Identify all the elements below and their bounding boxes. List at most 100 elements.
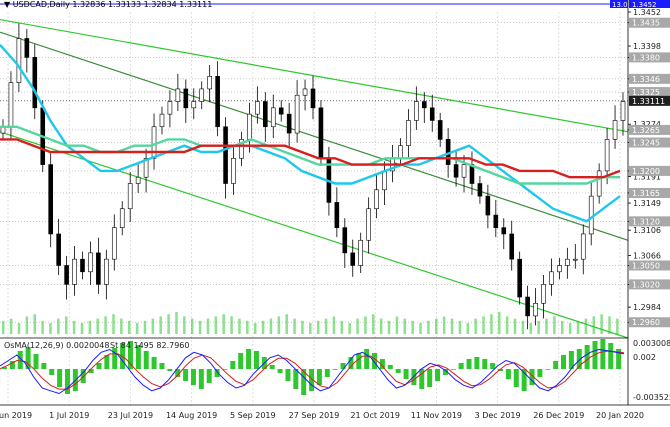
price-level-tag bbox=[629, 216, 670, 227]
time-tick-label: 1 Jul 2019 bbox=[49, 411, 89, 420]
osma-histogram-bar bbox=[104, 355, 110, 369]
volume-bar bbox=[387, 320, 391, 334]
price-level-tag bbox=[629, 52, 670, 63]
volume-bar bbox=[120, 318, 123, 334]
volume-bar bbox=[356, 318, 359, 334]
candles bbox=[0, 23, 626, 330]
candle-body bbox=[421, 101, 427, 109]
price-level-tag-label: 1.3435 bbox=[632, 19, 660, 28]
candle-body bbox=[191, 101, 197, 109]
candle-body bbox=[350, 252, 356, 266]
stochastic-line bbox=[0, 348, 625, 395]
volume-bar bbox=[419, 323, 422, 334]
osma-histogram-bar bbox=[348, 357, 354, 369]
price-level-tag-label: 1.3165 bbox=[632, 189, 660, 198]
price-level-tag bbox=[629, 317, 670, 328]
volume-bar bbox=[324, 318, 328, 334]
osma-histogram-bar bbox=[293, 369, 299, 389]
osma-histogram-bar bbox=[127, 341, 133, 369]
moving-averages bbox=[0, 44, 621, 223]
grid bbox=[7, 12, 621, 405]
volume-bar bbox=[592, 316, 596, 334]
oscillator-panel: OsMA(12,26,9) 0.0020048 St 84 1495 82.796… bbox=[0, 337, 670, 406]
time-tick-label: 17 Jun 2019 bbox=[0, 411, 32, 420]
top-marker-tag bbox=[610, 0, 628, 8]
candle-body bbox=[485, 195, 491, 216]
osma-histogram-bar bbox=[324, 369, 330, 377]
candle-body bbox=[72, 258, 77, 285]
volume-bar bbox=[364, 316, 367, 334]
osma-histogram-bar bbox=[198, 369, 204, 389]
osma-histogram-bar bbox=[2, 367, 7, 369]
osma-histogram-bar bbox=[269, 365, 275, 369]
volume-bar bbox=[238, 318, 241, 334]
osma-histogram-bar bbox=[143, 351, 149, 369]
volume-bar bbox=[458, 320, 462, 334]
volume-bar bbox=[222, 314, 225, 334]
candle-body bbox=[111, 227, 117, 260]
volume-bar bbox=[17, 323, 21, 334]
osma-histogram-bar bbox=[135, 345, 141, 369]
osma-histogram-bar bbox=[474, 357, 480, 369]
candle-body bbox=[80, 258, 85, 273]
stochastic-line bbox=[0, 350, 625, 390]
price-level-tag bbox=[629, 260, 670, 271]
price-level-tag-label: 1.2960 bbox=[632, 318, 660, 327]
price-level-tag-label: 1.3020 bbox=[632, 280, 660, 289]
osma-histogram-bar bbox=[230, 361, 236, 369]
osma-histogram-bar bbox=[285, 369, 291, 381]
price-level-tag bbox=[629, 137, 670, 148]
volume-bar bbox=[332, 316, 336, 334]
chart-header: ▼ USDCAD,Daily 1.32836 1.33133 1.32834 1… bbox=[4, 0, 212, 9]
time-tick-label: 14 Aug 2019 bbox=[166, 411, 217, 420]
volume-bar bbox=[41, 320, 44, 334]
volume-bar bbox=[309, 323, 312, 334]
osma-histogram-bar bbox=[513, 369, 519, 387]
candle-body bbox=[310, 88, 316, 109]
volume-bar bbox=[537, 320, 540, 334]
price-tick-label: 1.3191 bbox=[633, 173, 661, 182]
volume-bar bbox=[490, 314, 493, 334]
osma-histogram-bar bbox=[96, 363, 102, 369]
volume-bar bbox=[513, 318, 517, 334]
oscillator-label: OsMA(12,26,9) 0.0020048 bbox=[4, 341, 109, 350]
volume-bar bbox=[427, 320, 430, 334]
price-tick-label: 1.3398 bbox=[633, 42, 661, 51]
volume-bar bbox=[293, 318, 296, 334]
volume-bar bbox=[435, 318, 438, 334]
candle-body bbox=[541, 284, 546, 304]
price-level-tag-label: 1.33111 bbox=[632, 97, 665, 106]
osma-histogram-bar bbox=[222, 369, 228, 370]
volume-bar bbox=[608, 316, 611, 334]
price-level-tag-label: 1.3325 bbox=[632, 88, 660, 97]
time-tick-label: 20 Jan 2020 bbox=[596, 411, 644, 420]
volume-bar bbox=[64, 316, 68, 334]
osma-histogram-bar bbox=[190, 369, 196, 385]
volume-bar bbox=[285, 314, 288, 334]
osma-histogram-bar bbox=[246, 349, 252, 369]
header-ohlc: USDCAD,Daily 1.32836 1.33133 1.32834 1.3… bbox=[12, 0, 213, 9]
osma-histogram-bar bbox=[372, 353, 378, 369]
osma-histogram-bar bbox=[608, 343, 614, 369]
volume-bar bbox=[545, 318, 548, 334]
volume-bar bbox=[190, 318, 194, 334]
osma-histogram-bar bbox=[435, 369, 441, 381]
osma-histogram-bar bbox=[253, 351, 259, 369]
osma-histogram-bar bbox=[403, 369, 409, 379]
volume-bar bbox=[411, 320, 414, 334]
candle-body bbox=[96, 252, 101, 285]
candle-body bbox=[199, 88, 205, 102]
candle-body bbox=[398, 145, 403, 159]
price-tick-label: 1.3066 bbox=[633, 251, 661, 260]
volume-bar bbox=[261, 320, 265, 334]
osma-histogram-bar bbox=[505, 369, 511, 379]
moving-average-line bbox=[0, 138, 621, 179]
osma-histogram-bar bbox=[277, 369, 283, 373]
time-tick-label: 23 Jul 2019 bbox=[108, 411, 153, 420]
osma-histogram-bar bbox=[206, 369, 212, 383]
osma-histogram-bar bbox=[33, 354, 39, 369]
osma-histogram-bar bbox=[427, 369, 433, 387]
candle-body bbox=[580, 233, 586, 260]
candle-body bbox=[159, 113, 165, 128]
